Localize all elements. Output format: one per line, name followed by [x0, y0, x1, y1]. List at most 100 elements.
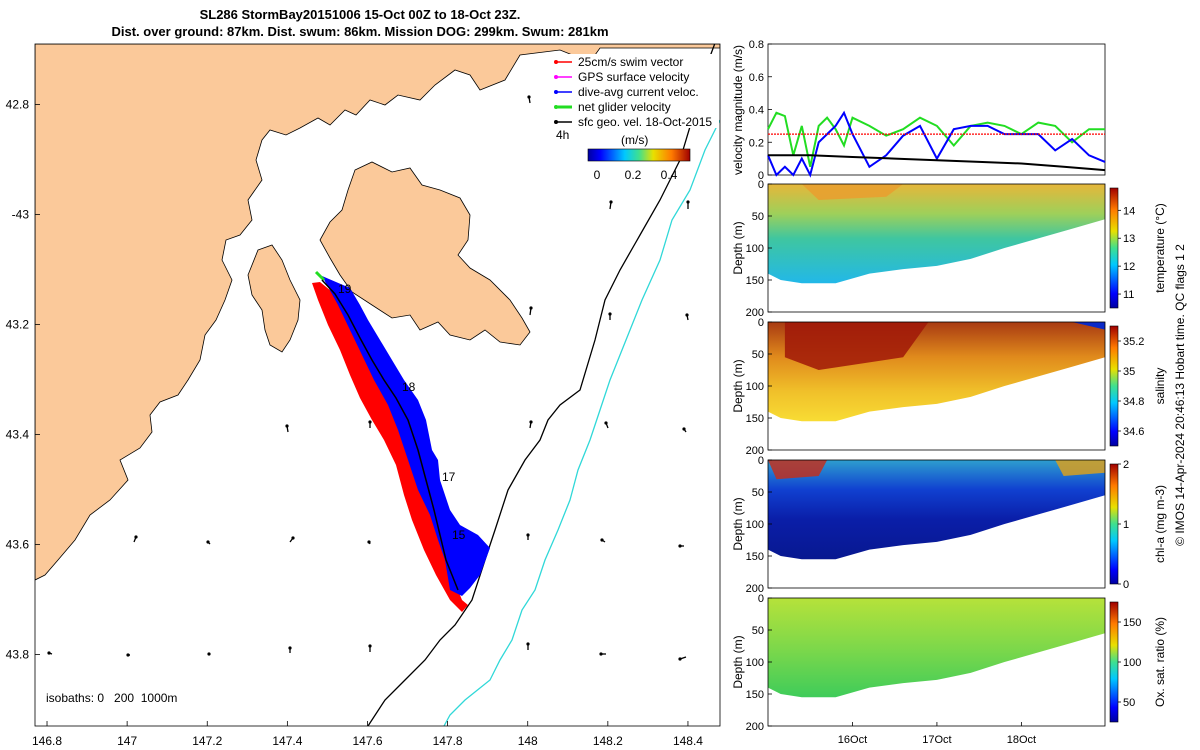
colorbar-tick-label: 34.6: [1123, 426, 1144, 438]
isobath-1000m: [443, 119, 720, 726]
colorbar-tick-label: 34.8: [1123, 396, 1144, 408]
track-net-velocity: [314, 270, 326, 282]
map-x-tick-label: 147.8: [433, 734, 463, 748]
sfc-velocity-arrowhead: [291, 536, 295, 540]
map-x-tick-label: 148: [518, 734, 538, 748]
track-map: 146.8 147 147.2 147.4 147.6 147.8 148 148.2 148.…: [6, 43, 721, 748]
colorbar-tick-label: 1: [1123, 519, 1129, 531]
depth-tick-label: 50: [752, 487, 764, 499]
colorbar-label: temperature (°C): [1153, 203, 1167, 293]
depth-tick-label: 200: [746, 445, 764, 457]
title-line-2: Dist. over ground: 87km. Dist. swum: 86k…: [111, 24, 609, 39]
section-patch: [801, 184, 904, 200]
legend-marker: [554, 75, 558, 79]
section-patch: [1072, 322, 1105, 330]
depth-tick-label: 200: [746, 721, 764, 733]
sfc-velocity-arrowhead: [207, 652, 211, 656]
legend-label: net glider velocity: [578, 100, 671, 114]
map-y-axis: 42.8 -43 43.2 43.4 43.6 43.8: [6, 98, 40, 662]
map-x-tick-label: 147.2: [192, 734, 222, 748]
section-colorbar: [1109, 463, 1119, 585]
depth-tick-label: 100: [746, 519, 764, 531]
colorbar-tick-label: 35: [1123, 366, 1135, 378]
colorbar-tick-label: 50: [1123, 697, 1135, 709]
colorbar-tick-label: 13: [1123, 233, 1135, 245]
track-label-17: 17: [442, 470, 456, 484]
map-y-tick-label: -43: [12, 208, 30, 222]
map-x-tick-label: 147.6: [352, 734, 382, 748]
colorbar-tick-label: 12: [1123, 261, 1135, 273]
section-field: [768, 598, 1105, 698]
depth-tick-label: 150: [746, 551, 764, 563]
land-mainland: [35, 44, 720, 581]
sfc-velocity-arrowhead: [526, 533, 530, 537]
colorbar-tick-label: 0: [1123, 579, 1129, 591]
depth-tick-label: 200: [746, 307, 764, 319]
legend-marker: [554, 105, 558, 109]
map-x-axis: 146.8 147 147.2 147.4 147.6 147.8 148 148.2 148.…: [32, 721, 703, 748]
track-label-19: 19: [338, 282, 352, 296]
section-colorbar: [1109, 325, 1119, 447]
map-y-tick-label: 43.4: [6, 428, 30, 442]
sfc-velocity-arrowhead: [678, 544, 682, 548]
colorbar-tick-label: 11: [1123, 289, 1134, 301]
section-colorbar: [1109, 187, 1119, 309]
colorbar-tick-0.2: 0.2: [625, 168, 642, 182]
velocity-y-tick-label: 0.4: [749, 105, 764, 117]
sfc-velocity-arrowhead: [685, 313, 689, 317]
section-patch: [784, 322, 929, 370]
depth-tick-label: 0: [758, 455, 764, 467]
sfc-velocity-arrowhead: [368, 644, 372, 648]
depth-tick-label: 100: [746, 657, 764, 669]
legend-marker: [554, 120, 558, 124]
time-tick-label: 16Oct: [838, 734, 867, 746]
section-colorbar: [1109, 601, 1119, 723]
land-peninsula-east: [319, 161, 531, 346]
sfc-velocity-arrowhead: [529, 306, 533, 310]
sfc-velocity-arrowhead: [526, 642, 530, 646]
colorbar-tick-label: 150: [1123, 617, 1141, 629]
legend-box: [553, 54, 719, 128]
land-inner-isles: [247, 244, 301, 353]
section-field: [768, 184, 1105, 284]
sfc-velocity-arrowhead: [678, 657, 682, 661]
map-frame: [34, 43, 721, 727]
sfc-velocity-arrowhead: [285, 424, 289, 428]
velocity-series: [767, 110, 1106, 178]
colorbar-tick-0: 0: [594, 168, 601, 182]
depth-ylabel: Depth (m): [731, 497, 745, 550]
credit-text: © IMOS 14-Apr-2024 20:46:13 Hobart time.…: [1173, 244, 1187, 546]
depth-tick-label: 0: [758, 593, 764, 605]
sfc-velocity-arrowhead: [682, 427, 686, 431]
legend-label: dive-avg current veloc.: [578, 85, 699, 99]
sfc-velocity-arrowhead: [529, 420, 533, 424]
legend-marker: [554, 90, 558, 94]
legend-marker: [554, 60, 558, 64]
sfc-velocity-arrowhead: [206, 540, 210, 544]
map-x-tick-label: 147.4: [272, 734, 302, 748]
map-y-tick-label: 43.2: [6, 318, 30, 332]
velocity-line: [767, 111, 1105, 168]
sfc-velocity-arrowhead: [47, 651, 51, 655]
depth-tick-label: 100: [746, 243, 764, 255]
sfc-velocity-arrowhead: [134, 535, 138, 539]
velocity-panel: 0 0.2 0.4 0.6 0.8 velocity magnitude (m/s): [731, 39, 1106, 182]
depth-tick-label: 150: [746, 275, 764, 287]
depth-tick-label: 0: [758, 317, 764, 329]
velocity-ylabel: velocity magnitude (m/s): [731, 45, 745, 175]
velocity-y-axis: 0 0.2 0.4 0.6 0.8: [749, 39, 772, 182]
figure-title: SL286 StormBay20151006 15-Oct 00Z to 18-…: [0, 6, 720, 40]
depth-ylabel: Depth (m): [731, 359, 745, 412]
section-panel-oxygen: 0 50 100 150 200 Depth (m) 50 100 150 Ox. sat. ra…: [731, 593, 1167, 746]
velocity-y-tick-label: 0.2: [749, 137, 764, 149]
colorbar-tick-label: 100: [1123, 657, 1141, 669]
sfc-velocity-arrowhead: [600, 538, 604, 542]
track-swim-vectors: [312, 282, 468, 612]
map-x-tick-label: 146.8: [32, 734, 62, 748]
colorbar-tick-label: 35.2: [1123, 336, 1144, 348]
map-x-tick-label: 148.4: [673, 734, 703, 748]
velocity-y-tick-label: 0.6: [749, 72, 764, 84]
